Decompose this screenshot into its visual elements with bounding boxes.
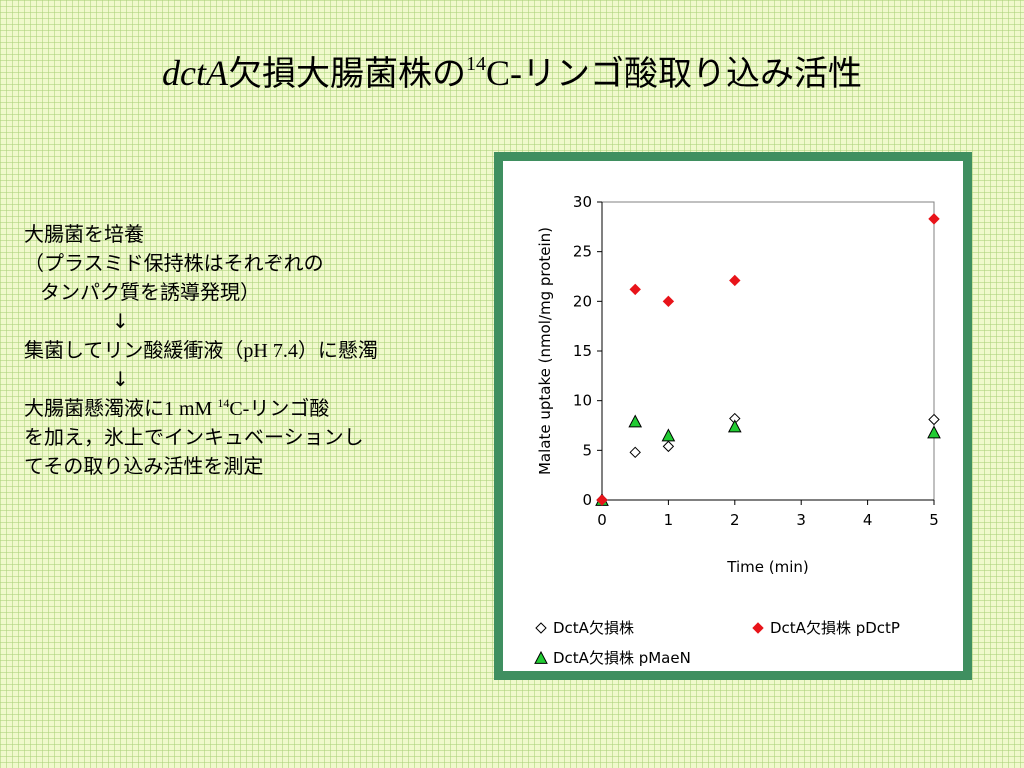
- y-tick-label: 10: [573, 392, 592, 410]
- legend-marker-shape: [534, 650, 548, 664]
- data-point: [662, 440, 675, 453]
- step-carbon: C-: [229, 398, 250, 420]
- step-ph: pH 7.4: [243, 340, 298, 362]
- step-plasmid: （プラスミド保持株はそれぞれの: [24, 251, 324, 275]
- y-tick-label: 20: [573, 292, 592, 310]
- data-point: [629, 446, 641, 459]
- y-tick-label: 0: [582, 491, 592, 509]
- x-tick-label: 0: [597, 511, 607, 529]
- procedure-text: 大腸菌を培養 （プラスミド保持株はそれぞれの タンパク質を誘導発現） ↓ 集菌し…: [24, 220, 494, 481]
- series-2: [595, 414, 941, 506]
- step-suspend: 集菌してリン酸緩衝液（pH 7.4）に懸濁: [24, 336, 494, 365]
- legend-marker: [534, 650, 548, 664]
- y-tick-label: 30: [573, 193, 592, 211]
- step-isotope: 14: [217, 396, 230, 410]
- step-incubate: を加え，氷上でインキュベーションし: [24, 425, 364, 449]
- x-tick-label: 1: [664, 511, 674, 529]
- data-point: [927, 425, 941, 439]
- data-point: [661, 428, 676, 442]
- y-tick-label: 15: [573, 342, 592, 360]
- chart-legend: DctA欠損株 DctA欠損株 pDctP DctA欠損株 pMaeN: [523, 613, 963, 673]
- title-part2: リンゴ酸取り込み活性: [521, 54, 862, 94]
- step-add-a: 大腸菌懸濁液に: [24, 396, 164, 420]
- step-measure: てその取り込み活性を測定: [24, 454, 264, 478]
- legend-item: DctA欠損株 pDctP: [750, 617, 900, 638]
- title-isotope: 14: [465, 53, 486, 75]
- title-gene: dctA: [162, 53, 228, 93]
- y-tick-label: 25: [573, 243, 592, 261]
- legend-marker-shape: [752, 621, 764, 634]
- slide-title: dctA欠損大腸菌株の14C-リンゴ酸取り込み活性: [0, 46, 1024, 95]
- data-point: [596, 494, 608, 506]
- legend-label: DctA欠損株 pMaeN: [553, 649, 691, 667]
- step-conc: 1 mM: [164, 398, 218, 420]
- data-point: [729, 274, 741, 287]
- legend-marker: [752, 621, 764, 634]
- data-point: [662, 295, 675, 308]
- data-point: [727, 419, 742, 433]
- uptake-chart: 0 5 10 15 20 25 30 0 1 2 3 4 5 Time (min) Malate uptak…: [536, 193, 941, 576]
- title-carbon: C-: [485, 53, 522, 93]
- data-point: [928, 213, 940, 225]
- step-suspend-a: 集菌してリン酸緩衝液（: [24, 338, 244, 362]
- legend-label: DctA欠損株: [553, 619, 634, 637]
- series-1: [596, 213, 940, 506]
- arrow-down-1: ↓: [112, 309, 129, 333]
- y-tick-label: 5: [582, 441, 592, 459]
- data-point: [629, 283, 641, 296]
- x-tick-label: 5: [929, 511, 939, 529]
- x-tick-label: 3: [796, 511, 806, 529]
- title-part1: 欠損大腸菌株の: [227, 54, 466, 94]
- step-add-malate: 大腸菌懸濁液に1 mM 14C-リンゴ酸: [24, 394, 494, 423]
- step-suspend-b: ）に懸濁: [297, 338, 378, 362]
- arrow-down-2: ↓: [112, 367, 129, 391]
- y-axis-label: Malate uptake (nmol/mg protein): [536, 227, 554, 475]
- chart-frame: 0 5 10 15 20 25 30 0 1 2 3 4 5 Time (min) Malate uptak…: [494, 152, 972, 680]
- data-point: [928, 413, 940, 426]
- x-tick-label: 4: [863, 511, 873, 529]
- series-0: [596, 412, 940, 506]
- step-induce: タンパク質を誘導発現）: [40, 280, 260, 304]
- plot-area: [601, 201, 935, 501]
- legend-item: DctA欠損株 pMaeN: [533, 647, 691, 668]
- legend-marker-shape: [535, 621, 547, 634]
- legend-marker: [535, 621, 547, 634]
- x-tick-label: 2: [730, 511, 740, 529]
- data-point: [628, 414, 643, 428]
- legend-label: DctA欠損株 pDctP: [770, 619, 900, 637]
- step-add-b: リンゴ酸: [249, 396, 330, 420]
- step-culture: 大腸菌を培養: [24, 222, 144, 246]
- x-axis-label: Time (min): [726, 558, 808, 576]
- legend-item: DctA欠損株: [533, 617, 634, 638]
